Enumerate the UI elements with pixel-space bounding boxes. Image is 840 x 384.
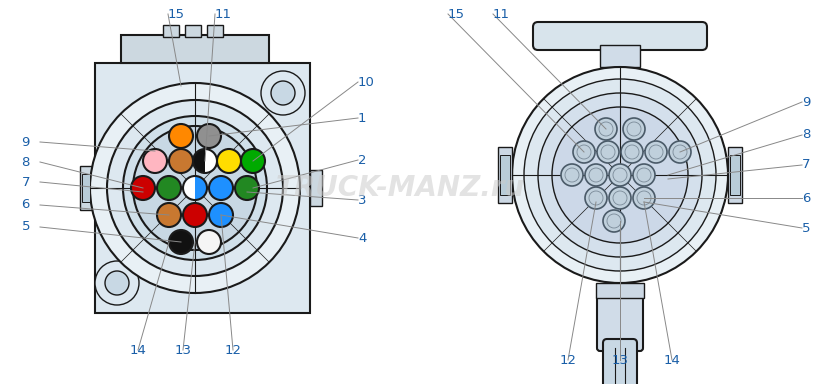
Circle shape — [623, 118, 645, 140]
Bar — [207, 25, 223, 37]
FancyBboxPatch shape — [603, 339, 637, 384]
Circle shape — [261, 71, 305, 115]
Circle shape — [241, 149, 265, 173]
FancyBboxPatch shape — [533, 22, 707, 50]
Circle shape — [169, 124, 193, 148]
Text: 14: 14 — [664, 354, 680, 366]
Bar — [121, 35, 269, 63]
Circle shape — [143, 149, 167, 173]
Text: 12: 12 — [224, 344, 242, 356]
Circle shape — [209, 176, 233, 200]
Bar — [80, 166, 95, 210]
Circle shape — [131, 176, 155, 200]
Circle shape — [597, 141, 619, 163]
Bar — [730, 155, 740, 195]
Text: TRUCK-MANZ.ru: TRUCK-MANZ.ru — [276, 174, 524, 202]
Circle shape — [169, 230, 193, 254]
Circle shape — [133, 126, 257, 250]
Text: 6: 6 — [22, 199, 30, 212]
Text: 1: 1 — [358, 111, 366, 124]
Circle shape — [235, 176, 259, 200]
Circle shape — [609, 164, 631, 186]
Circle shape — [512, 67, 728, 283]
Text: 3: 3 — [358, 194, 366, 207]
Circle shape — [157, 176, 181, 200]
Polygon shape — [95, 63, 310, 313]
Bar — [310, 170, 322, 206]
Text: 9: 9 — [802, 96, 811, 109]
Circle shape — [209, 203, 233, 227]
Circle shape — [633, 164, 655, 186]
Text: 11: 11 — [493, 8, 510, 20]
Circle shape — [595, 118, 617, 140]
Text: 13: 13 — [175, 344, 192, 356]
Text: 7: 7 — [22, 175, 30, 189]
Circle shape — [123, 116, 267, 260]
Bar — [500, 155, 510, 195]
Text: 5: 5 — [802, 222, 811, 235]
Circle shape — [645, 141, 667, 163]
Bar — [498, 147, 512, 203]
Bar — [600, 45, 640, 67]
Circle shape — [197, 230, 221, 254]
Text: 15: 15 — [168, 8, 185, 20]
Circle shape — [271, 81, 295, 105]
Circle shape — [90, 83, 300, 293]
Wedge shape — [183, 176, 195, 200]
Wedge shape — [195, 176, 207, 200]
Bar — [185, 25, 201, 37]
Circle shape — [561, 164, 583, 186]
Circle shape — [573, 141, 595, 163]
Bar — [728, 147, 742, 203]
Text: 14: 14 — [129, 344, 146, 356]
Bar — [596, 283, 644, 298]
Text: 8: 8 — [22, 156, 30, 169]
Circle shape — [524, 79, 716, 271]
Circle shape — [107, 100, 283, 276]
Text: 10: 10 — [358, 76, 375, 88]
Text: 15: 15 — [448, 8, 465, 20]
Circle shape — [169, 149, 193, 173]
Text: 6: 6 — [802, 192, 811, 205]
Text: 11: 11 — [215, 8, 232, 20]
Circle shape — [183, 203, 207, 227]
Circle shape — [621, 141, 643, 163]
Circle shape — [585, 187, 607, 209]
Text: 7: 7 — [802, 159, 811, 172]
Wedge shape — [193, 149, 205, 173]
Circle shape — [105, 271, 129, 295]
Text: 2: 2 — [358, 154, 366, 167]
FancyBboxPatch shape — [597, 295, 643, 351]
Circle shape — [95, 261, 139, 305]
Text: 5: 5 — [22, 220, 30, 233]
Bar — [82, 174, 90, 202]
Text: 12: 12 — [559, 354, 576, 366]
Circle shape — [157, 203, 181, 227]
Text: 8: 8 — [802, 129, 811, 141]
Circle shape — [669, 141, 691, 163]
Circle shape — [552, 107, 688, 243]
Text: 4: 4 — [358, 232, 366, 245]
Circle shape — [609, 187, 631, 209]
Circle shape — [538, 93, 702, 257]
Circle shape — [633, 187, 655, 209]
Bar — [163, 25, 179, 37]
Wedge shape — [205, 149, 217, 173]
Text: 9: 9 — [22, 136, 30, 149]
Circle shape — [197, 124, 221, 148]
Text: 13: 13 — [612, 354, 628, 366]
Circle shape — [585, 164, 607, 186]
Circle shape — [217, 149, 241, 173]
Circle shape — [603, 210, 625, 232]
